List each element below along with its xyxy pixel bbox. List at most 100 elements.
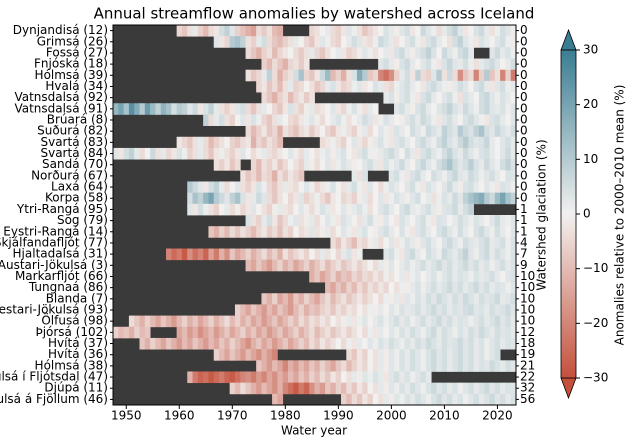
glaciation-label: 1: [520, 213, 528, 227]
heatmap-cell: [346, 382, 353, 395]
heatmap-cell: [325, 282, 331, 294]
heatmap-cell: [240, 36, 246, 48]
heatmap-cell: [319, 270, 326, 283]
heatmap-cell: [346, 114, 353, 126]
heatmap-cell: [505, 293, 512, 305]
heatmap-cell: [192, 103, 199, 115]
heatmap-cell: [245, 114, 252, 126]
heatmap-cell: [240, 337, 246, 350]
glaciation-label: 0: [520, 79, 528, 93]
heatmap-cell: [335, 226, 342, 238]
heatmap-cell: [293, 36, 299, 48]
heatmap-cell: [187, 315, 193, 328]
heatmap-cell: [351, 80, 358, 93]
heatmap-cell: [134, 103, 140, 115]
heatmap-cell: [351, 192, 358, 205]
heatmap-cell: [325, 181, 331, 194]
heatmap-cell: [240, 25, 246, 37]
heatmap-cell: [261, 192, 268, 205]
heatmap-cell: [431, 36, 437, 48]
heatmap-cell: [462, 114, 469, 126]
heatmap-cell: [293, 293, 299, 305]
heatmap-cell: [372, 69, 379, 82]
heatmap-cell: [510, 360, 517, 372]
heatmap-cell: [335, 248, 342, 261]
heatmap-cell: [314, 270, 321, 283]
heatmap-cell: [399, 382, 406, 395]
heatmap-cell: [415, 58, 421, 71]
heatmap-cell: [187, 147, 193, 160]
heatmap-cell: [441, 304, 448, 316]
heatmap-cell: [394, 282, 400, 294]
heatmap-cell: [367, 326, 374, 339]
heatmap-cell: [505, 226, 512, 238]
heatmap-cell: [229, 349, 236, 361]
heatmap-cell: [500, 147, 506, 160]
heatmap-cell: [240, 170, 246, 182]
heatmap-cell: [409, 293, 416, 305]
heatmap-cell: [383, 371, 390, 384]
heatmap-cell: [298, 259, 305, 272]
heatmap-cell: [383, 58, 390, 71]
heatmap-cell: [394, 25, 400, 37]
heatmap-cell: [452, 393, 459, 406]
heatmap-cell: [420, 393, 427, 406]
heatmap-cell: [420, 315, 427, 328]
heatmap-cell: [500, 114, 506, 126]
heatmap-cell: [441, 80, 448, 93]
heatmap-cell: [293, 203, 299, 216]
heatmap-cell: [447, 192, 453, 205]
heatmap-cell: [250, 304, 257, 316]
heatmap-cell: [425, 248, 432, 261]
heatmap-cell: [388, 259, 395, 272]
heatmap-cell: [425, 215, 432, 227]
heatmap-cell: [500, 226, 506, 238]
heatmap-cell: [213, 114, 220, 126]
heatmap-cell: [425, 25, 432, 37]
heatmap-cell: [330, 203, 337, 216]
heatmap-cell: [192, 147, 199, 160]
heatmap-cell: [447, 69, 453, 82]
colorbar-extend-top: [560, 28, 577, 51]
heatmap-cell: [441, 92, 448, 104]
heatmap-cell: [468, 147, 474, 160]
row-label: Hvalá (34): [45, 79, 108, 93]
heatmap-cell: [245, 170, 252, 182]
heatmap-cell: [362, 69, 368, 82]
heatmap-cell: [213, 248, 220, 261]
heatmap-cell: [478, 270, 485, 283]
heatmap-cell: [510, 248, 517, 261]
heatmap-cell: [388, 125, 395, 138]
heatmap-cell: [420, 181, 427, 194]
heatmap-cell: [378, 159, 384, 171]
heatmap-cell: [415, 69, 421, 82]
heatmap-cell: [457, 203, 464, 216]
row-label: Hjaltadalsá (31): [13, 247, 108, 261]
heatmap-cell: [272, 181, 278, 194]
heatmap-cell: [261, 47, 268, 59]
heatmap-cell: [372, 270, 379, 283]
heatmap-cell: [399, 293, 406, 305]
heatmap-cell: [478, 382, 485, 395]
heatmap-cell: [431, 237, 437, 249]
heatmap-cell: [500, 237, 506, 249]
heatmap-cell: [325, 293, 331, 305]
heatmap-cell: [510, 326, 517, 339]
heatmap-cell: [489, 114, 496, 126]
heatmap-cell: [468, 125, 474, 138]
heatmap-cell: [399, 337, 406, 350]
heatmap-cell: [484, 237, 490, 249]
heatmap-cell: [298, 125, 305, 138]
heatmap-cell: [197, 248, 204, 261]
heatmap-cell: [468, 215, 474, 227]
heatmap-cell: [505, 58, 512, 71]
heatmap-cell: [478, 25, 485, 37]
heatmap-cell: [441, 326, 448, 339]
heatmap-cell: [261, 304, 268, 316]
heatmap-cell: [229, 326, 236, 339]
heatmap-cell: [330, 47, 337, 59]
heatmap-cell: [224, 136, 231, 149]
heatmap-cell: [330, 270, 337, 283]
heatmap-cell: [325, 25, 331, 37]
row-label: Djúpá (11): [44, 381, 108, 395]
